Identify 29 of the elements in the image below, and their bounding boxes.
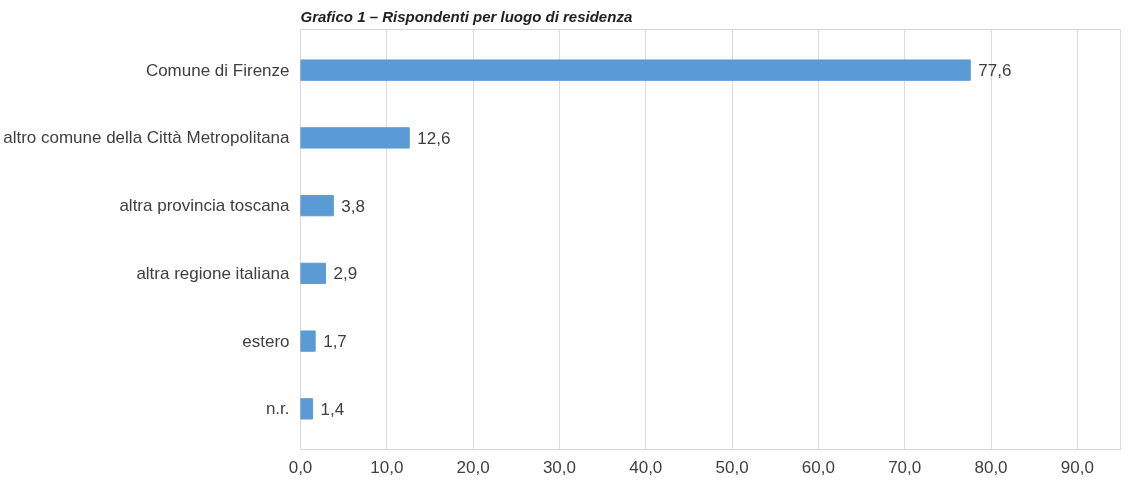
chart-title: Grafico 1 – Rispondenti per luogo di residenza — [300, 7, 633, 25]
y-tick-label: altra regione italiana — [136, 263, 291, 283]
x-tick-label: 40,0 — [629, 457, 663, 477]
data-label: 77,6 — [978, 61, 1012, 81]
data-label: 2,9 — [333, 264, 358, 284]
bar — [300, 194, 334, 217]
bar — [300, 127, 410, 149]
y-tick-label: altra provincia toscana — [119, 196, 291, 216]
x-tick-label: 0,0 — [288, 457, 313, 477]
bar — [300, 262, 327, 285]
x-tick-label: 20,0 — [456, 457, 490, 477]
y-tick-label: altro comune della Città Metropolitana — [3, 128, 291, 148]
data-label: 1,4 — [320, 399, 345, 419]
y-tick-label: Comune di Firenze — [145, 60, 290, 80]
x-tick-label: 50,0 — [715, 457, 749, 477]
x-tick-label: 90,0 — [1060, 457, 1094, 477]
x-tick-label: 60,0 — [801, 457, 835, 477]
data-label: 12,6 — [417, 128, 451, 148]
bar — [300, 398, 314, 420]
x-tick-label: 80,0 — [974, 457, 1008, 477]
data-label: 3,8 — [341, 196, 365, 216]
y-tick-label: n.r. — [265, 399, 290, 419]
y-tick-label: estero — [242, 331, 290, 351]
bar — [300, 59, 971, 81]
bar — [300, 330, 316, 352]
x-tick-label: 10,0 — [370, 457, 404, 477]
x-tick-label: 30,0 — [542, 457, 576, 477]
x-tick-label: 70,0 — [888, 457, 922, 477]
data-label: 1,7 — [323, 332, 347, 352]
